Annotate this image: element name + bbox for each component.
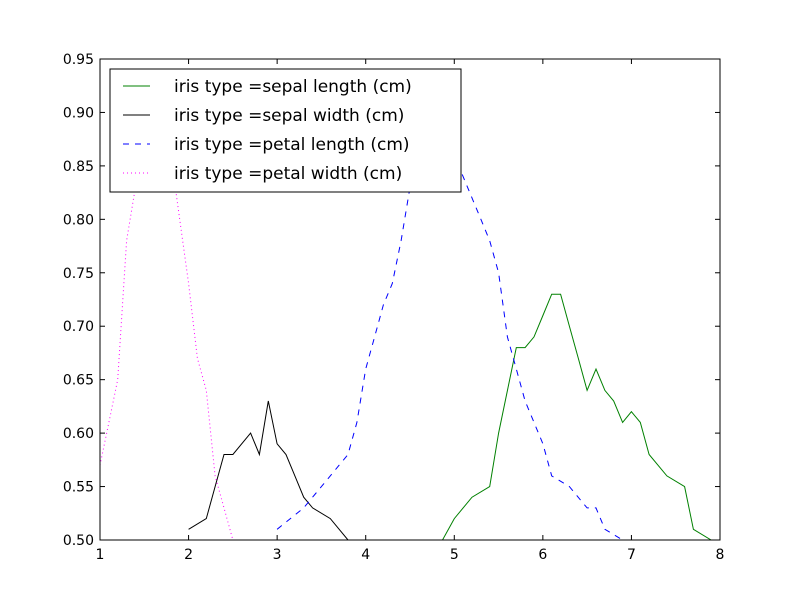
x-tick-label: 7 bbox=[627, 547, 636, 563]
y-tick-label: 0.70 bbox=[63, 319, 94, 335]
x-tick-label: 4 bbox=[361, 547, 370, 563]
y-tick-label: 0.95 bbox=[63, 52, 94, 68]
legend-label: iris type =petal width (cm) bbox=[174, 164, 402, 184]
y-tick-label: 0.75 bbox=[63, 266, 94, 282]
y-tick-label: 0.90 bbox=[63, 105, 94, 121]
legend-label: iris type =sepal width (cm) bbox=[174, 106, 404, 126]
legend-box bbox=[109, 68, 462, 193]
y-tick-label: 0.65 bbox=[63, 373, 94, 389]
x-tick-label: 2 bbox=[184, 547, 193, 563]
x-tick-label: 6 bbox=[538, 547, 547, 563]
legend-entry-2: iris type =sepal width (cm) bbox=[123, 106, 404, 126]
legend-label: iris type =petal length (cm) bbox=[174, 135, 410, 155]
y-tick-label: 0.50 bbox=[63, 533, 94, 549]
legend-entry-4: iris type =petal width (cm) bbox=[123, 164, 402, 184]
legend-label: iris type =sepal length (cm) bbox=[174, 77, 412, 97]
y-axis-tick-labels: 0.50 0.55 0.60 0.65 0.70 0.75 0.80 0.85 0.90 0.95 bbox=[63, 52, 94, 549]
y-tick-label: 0.55 bbox=[63, 480, 94, 496]
x-tick-label: 3 bbox=[273, 547, 282, 563]
x-tick-label: 1 bbox=[96, 547, 105, 563]
x-tick-label: 5 bbox=[450, 547, 459, 563]
legend-entry-3: iris type =petal length (cm) bbox=[123, 135, 410, 155]
y-tick-label: 0.60 bbox=[63, 426, 94, 442]
series-line-1 bbox=[441, 293, 712, 540]
legend: iris type =sepal length (cm) iris type =s… bbox=[109, 68, 462, 193]
legend-entry-1: iris type =sepal length (cm) bbox=[123, 77, 412, 97]
x-tick-label: 8 bbox=[716, 547, 725, 563]
plot-frame bbox=[99, 58, 721, 541]
y-tick-label: 0.80 bbox=[63, 212, 94, 228]
y-tick-label: 0.85 bbox=[63, 159, 94, 175]
series-line-2 bbox=[188, 400, 349, 540]
axis-ticks bbox=[99, 58, 721, 541]
x-axis-tick-labels: 1 2 3 4 5 6 7 8 bbox=[96, 547, 725, 563]
